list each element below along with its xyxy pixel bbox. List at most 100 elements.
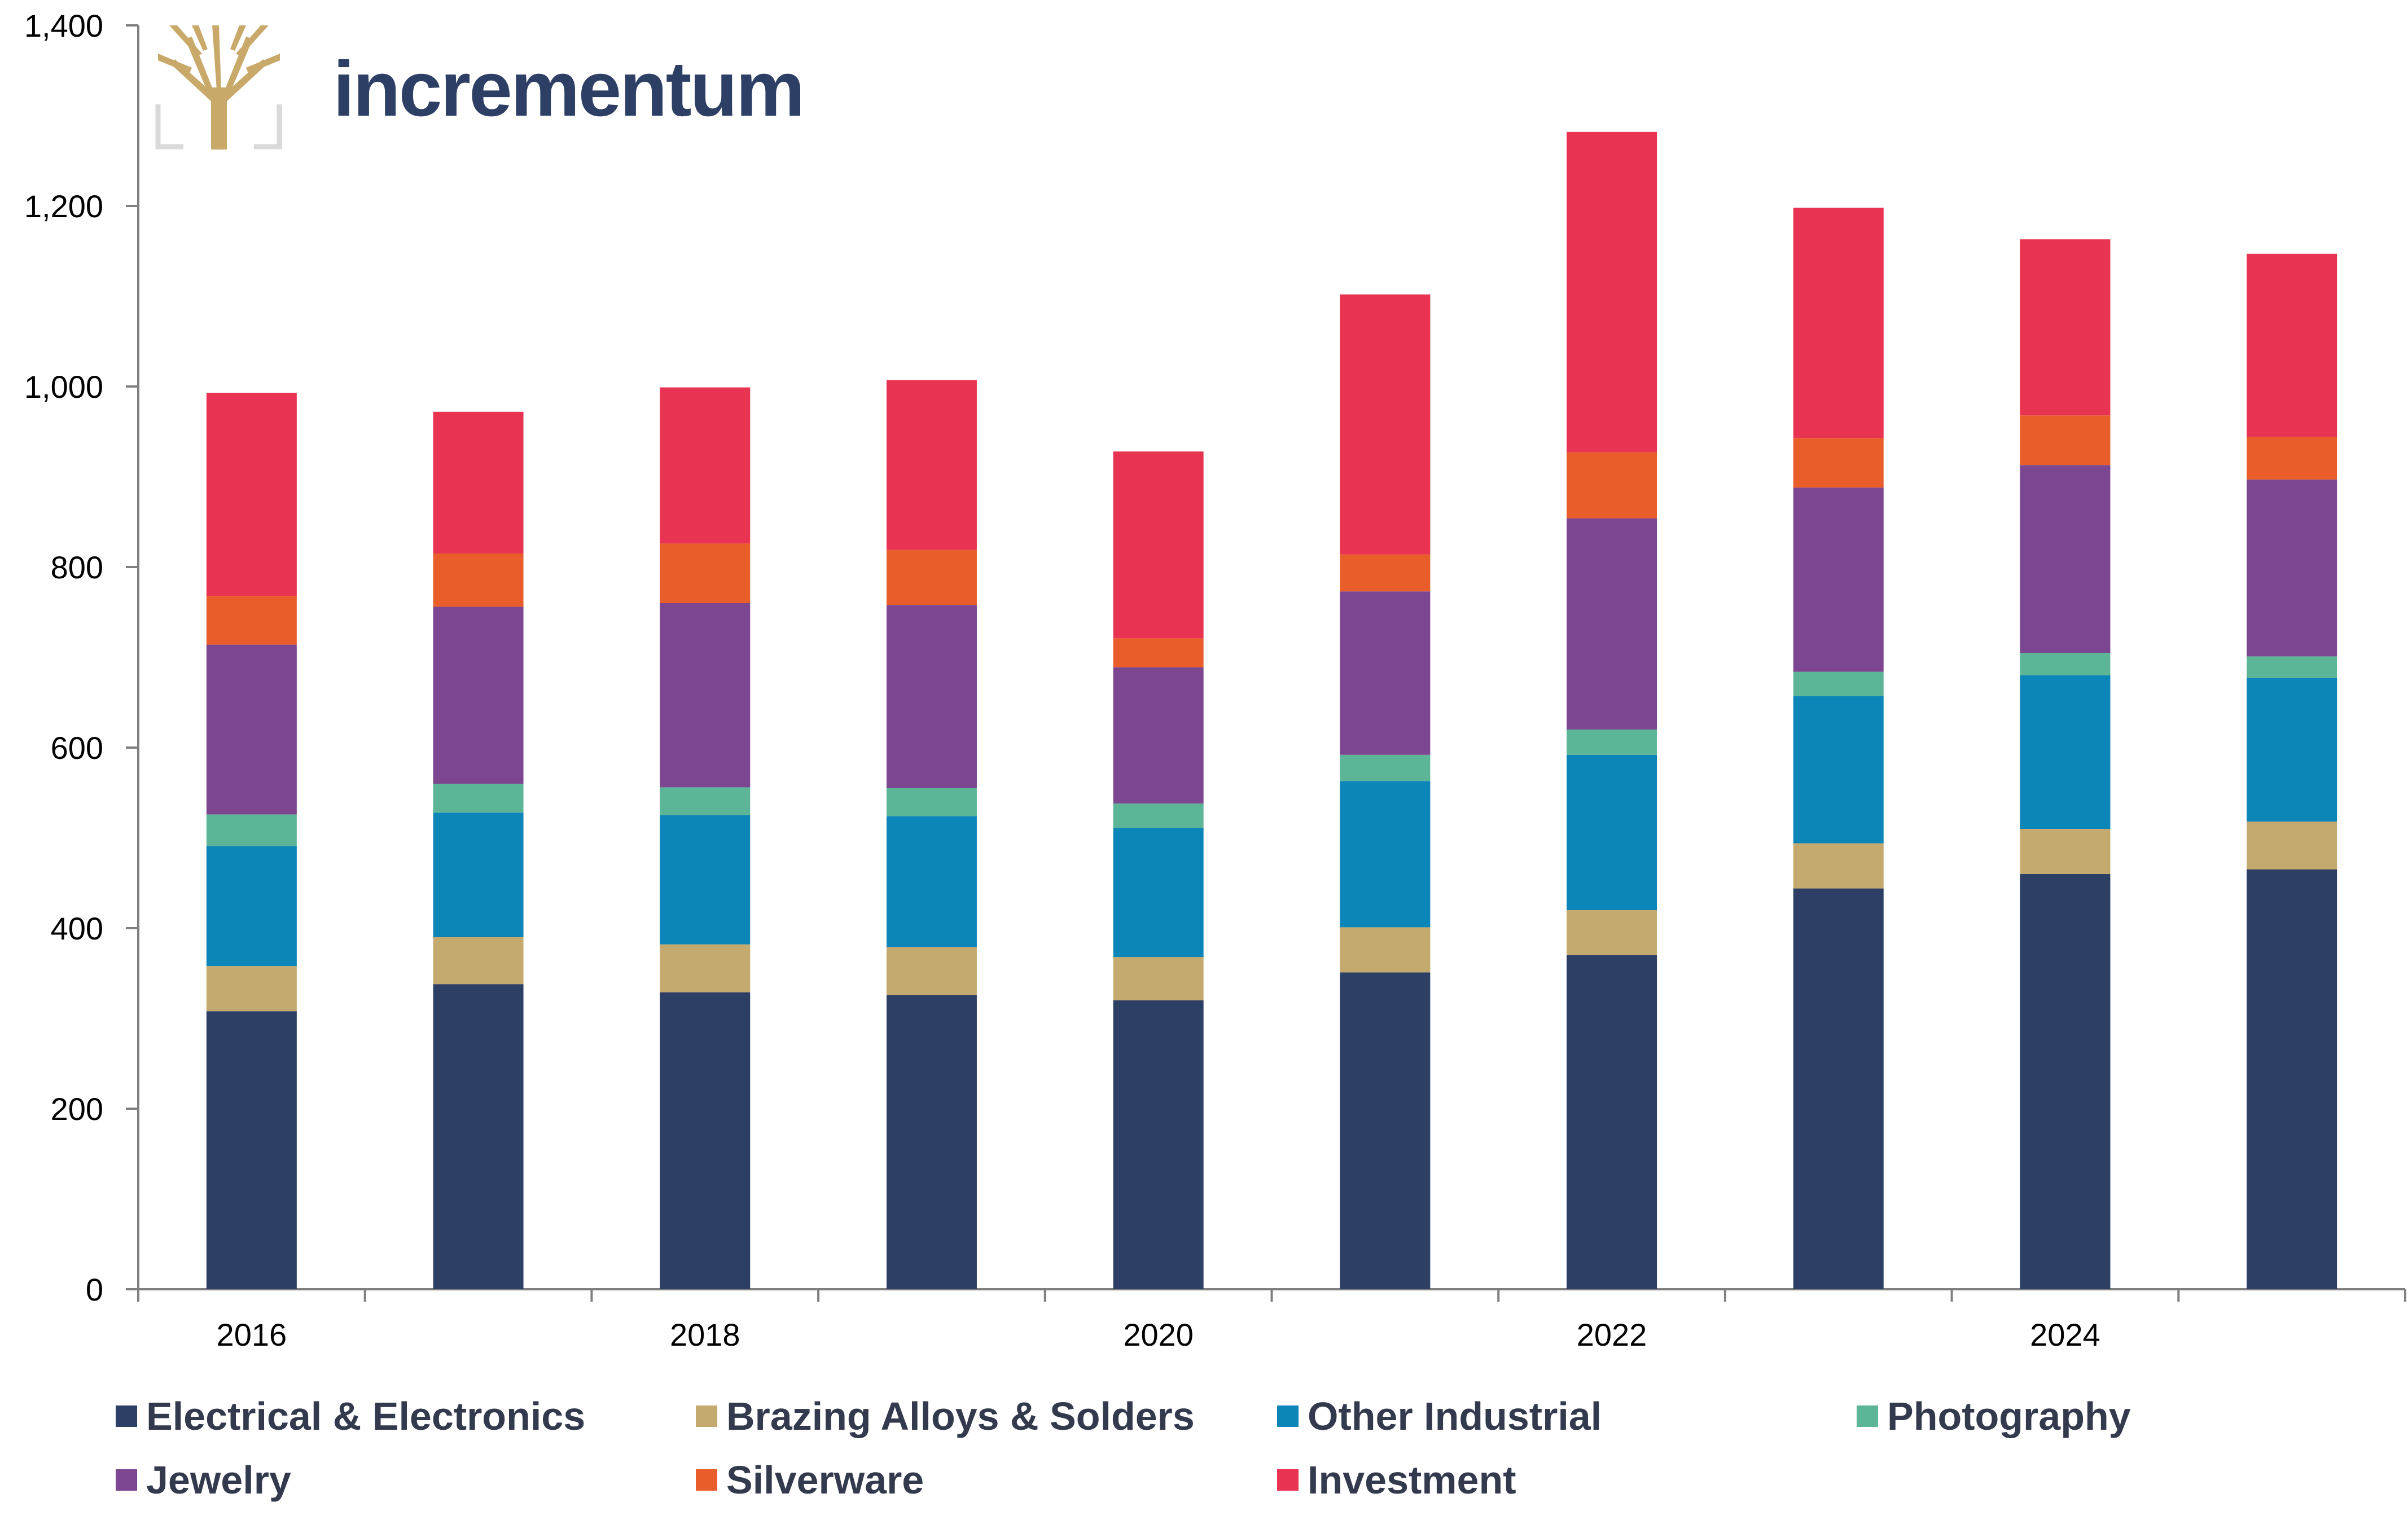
legend-swatch — [1277, 1405, 1299, 1427]
bar-segment-2024-series-0 — [2020, 874, 2111, 1289]
bar-segment-2025-series-3 — [2247, 656, 2337, 678]
bar-segment-2019-series-0 — [886, 995, 977, 1289]
x-tick-label: 2016 — [217, 1317, 287, 1352]
bar-segment-2023-series-0 — [1793, 888, 1884, 1289]
bar-segment-2020-series-0 — [1113, 1000, 1204, 1289]
bar-segment-2024-series-6 — [2020, 239, 2111, 416]
bar-segment-2016-series-3 — [206, 814, 297, 846]
bar-segment-2018-series-0 — [660, 992, 751, 1289]
bar-segment-2016-series-2 — [206, 846, 297, 967]
legend-item: Jewelry — [116, 1457, 291, 1503]
bar-segment-2017-series-5 — [433, 554, 524, 607]
legend-item: Photography — [1857, 1394, 2131, 1439]
bar-segment-2025-series-5 — [2247, 437, 2337, 480]
legend-item: Silverware — [696, 1457, 924, 1503]
legend-label: Jewelry — [146, 1458, 291, 1502]
bar-segment-2017-series-2 — [433, 812, 524, 937]
bar-segment-2017-series-4 — [433, 607, 524, 784]
y-tick-label: 200 — [51, 1091, 103, 1127]
bar-segment-2020-series-2 — [1113, 828, 1204, 957]
brand-name: incrementum — [333, 46, 804, 133]
bar-segment-2020-series-3 — [1113, 803, 1204, 828]
x-axis: 2016 2018 2020 2022 2024 — [137, 1288, 2406, 1352]
y-tick-label: 1,000 — [24, 369, 103, 405]
bar-segment-2019-series-2 — [886, 816, 977, 947]
bar-segment-2018-series-4 — [660, 603, 751, 788]
legend-item: Investment — [1277, 1457, 1516, 1503]
bar-segment-2016-series-4 — [206, 644, 297, 815]
bar-segment-2023-series-5 — [1793, 438, 1884, 488]
bar-segment-2019-series-3 — [886, 788, 977, 816]
bar-segment-2018-series-6 — [660, 387, 751, 544]
bar-segment-2019-series-5 — [886, 550, 977, 605]
bar-stack-2016 — [206, 393, 297, 1289]
bar-segment-2018-series-1 — [660, 944, 751, 992]
legend-label: Photography — [1887, 1394, 2131, 1438]
bar-segment-2019-series-6 — [886, 380, 977, 550]
bar-segment-2017-series-3 — [433, 784, 524, 813]
x-tick-label: 2020 — [1123, 1317, 1194, 1352]
bar-segment-2020-series-5 — [1113, 638, 1204, 667]
legend-swatch — [1277, 1469, 1299, 1491]
bar-segment-2020-series-1 — [1113, 957, 1204, 1000]
bar-segment-2024-series-3 — [2020, 653, 2111, 675]
bar-segment-2021-series-6 — [1340, 294, 1431, 555]
legend-item: Electrical & Electronics — [116, 1394, 585, 1439]
bar-segment-2024-series-4 — [2020, 465, 2111, 653]
bar-segment-2021-series-2 — [1340, 781, 1431, 928]
y-tick-label: 1,400 — [24, 8, 103, 43]
bar-segment-2016-series-5 — [206, 596, 297, 645]
legend-swatch — [116, 1469, 137, 1491]
legend-swatch — [696, 1469, 717, 1491]
bar-segment-2019-series-4 — [886, 605, 977, 788]
bar-segment-2022-series-5 — [1567, 452, 1657, 519]
bar-stack-2019 — [886, 380, 977, 1289]
bar-segment-2016-series-6 — [206, 393, 297, 596]
x-tick-label: 2024 — [2030, 1317, 2100, 1352]
bar-segment-2017-series-1 — [433, 937, 524, 985]
bar-segment-2019-series-1 — [886, 947, 977, 995]
bar-segment-2017-series-6 — [433, 411, 524, 554]
bar-segment-2022-series-2 — [1567, 754, 1657, 910]
bar-segment-2024-series-2 — [2020, 675, 2111, 829]
x-tick-label: 2022 — [1577, 1317, 1647, 1352]
legend-swatch — [116, 1405, 137, 1427]
legend-label: Electrical & Electronics — [146, 1394, 586, 1438]
bar-segment-2021-series-1 — [1340, 927, 1431, 973]
bar-segment-2025-series-4 — [2247, 479, 2337, 657]
y-tick-label: 600 — [51, 730, 103, 766]
bar-segment-2016-series-0 — [206, 1011, 297, 1289]
bar-stack-2022 — [1567, 131, 1657, 1289]
bar-segment-2023-series-2 — [1793, 696, 1884, 844]
bar-segment-2022-series-1 — [1567, 910, 1657, 955]
bar-segment-2025-series-2 — [2247, 678, 2337, 822]
y-tick-label: 400 — [51, 911, 103, 946]
bar-segment-2018-series-3 — [660, 787, 751, 815]
bar-stack-2024 — [2020, 239, 2111, 1289]
legend-swatch — [696, 1405, 717, 1427]
bar-stack-2025 — [2247, 253, 2337, 1289]
bar-segment-2023-series-1 — [1793, 843, 1884, 889]
legend-item: Brazing Alloys & Solders — [696, 1394, 1195, 1439]
y-tick-label: 0 — [86, 1272, 103, 1307]
bar-segment-2021-series-5 — [1340, 554, 1431, 592]
bar-stack-2017 — [433, 411, 524, 1289]
bar-segment-2021-series-0 — [1340, 972, 1431, 1289]
bar-segment-2017-series-0 — [433, 984, 524, 1289]
bar-segment-2025-series-0 — [2247, 869, 2337, 1289]
legend-item: Other Industrial — [1277, 1394, 1602, 1439]
legend-label: Brazing Alloys & Solders — [726, 1394, 1195, 1438]
bar-stack-2023 — [1793, 208, 1884, 1289]
legend-label: Other Industrial — [1308, 1394, 1602, 1438]
bar-stack-2021 — [1340, 294, 1431, 1289]
bar-segment-2018-series-5 — [660, 543, 751, 603]
x-tick-label: 2018 — [670, 1317, 740, 1352]
y-axis: 0 200 400 600 800 1,000 1,200 1,400 — [24, 8, 139, 1307]
bar-segment-2023-series-4 — [1793, 487, 1884, 672]
legend-label: Investment — [1308, 1458, 1516, 1502]
bars — [206, 131, 2337, 1289]
bar-segment-2022-series-0 — [1567, 955, 1657, 1289]
bar-segment-2022-series-3 — [1567, 730, 1657, 755]
bar-segment-2024-series-5 — [2020, 415, 2111, 465]
